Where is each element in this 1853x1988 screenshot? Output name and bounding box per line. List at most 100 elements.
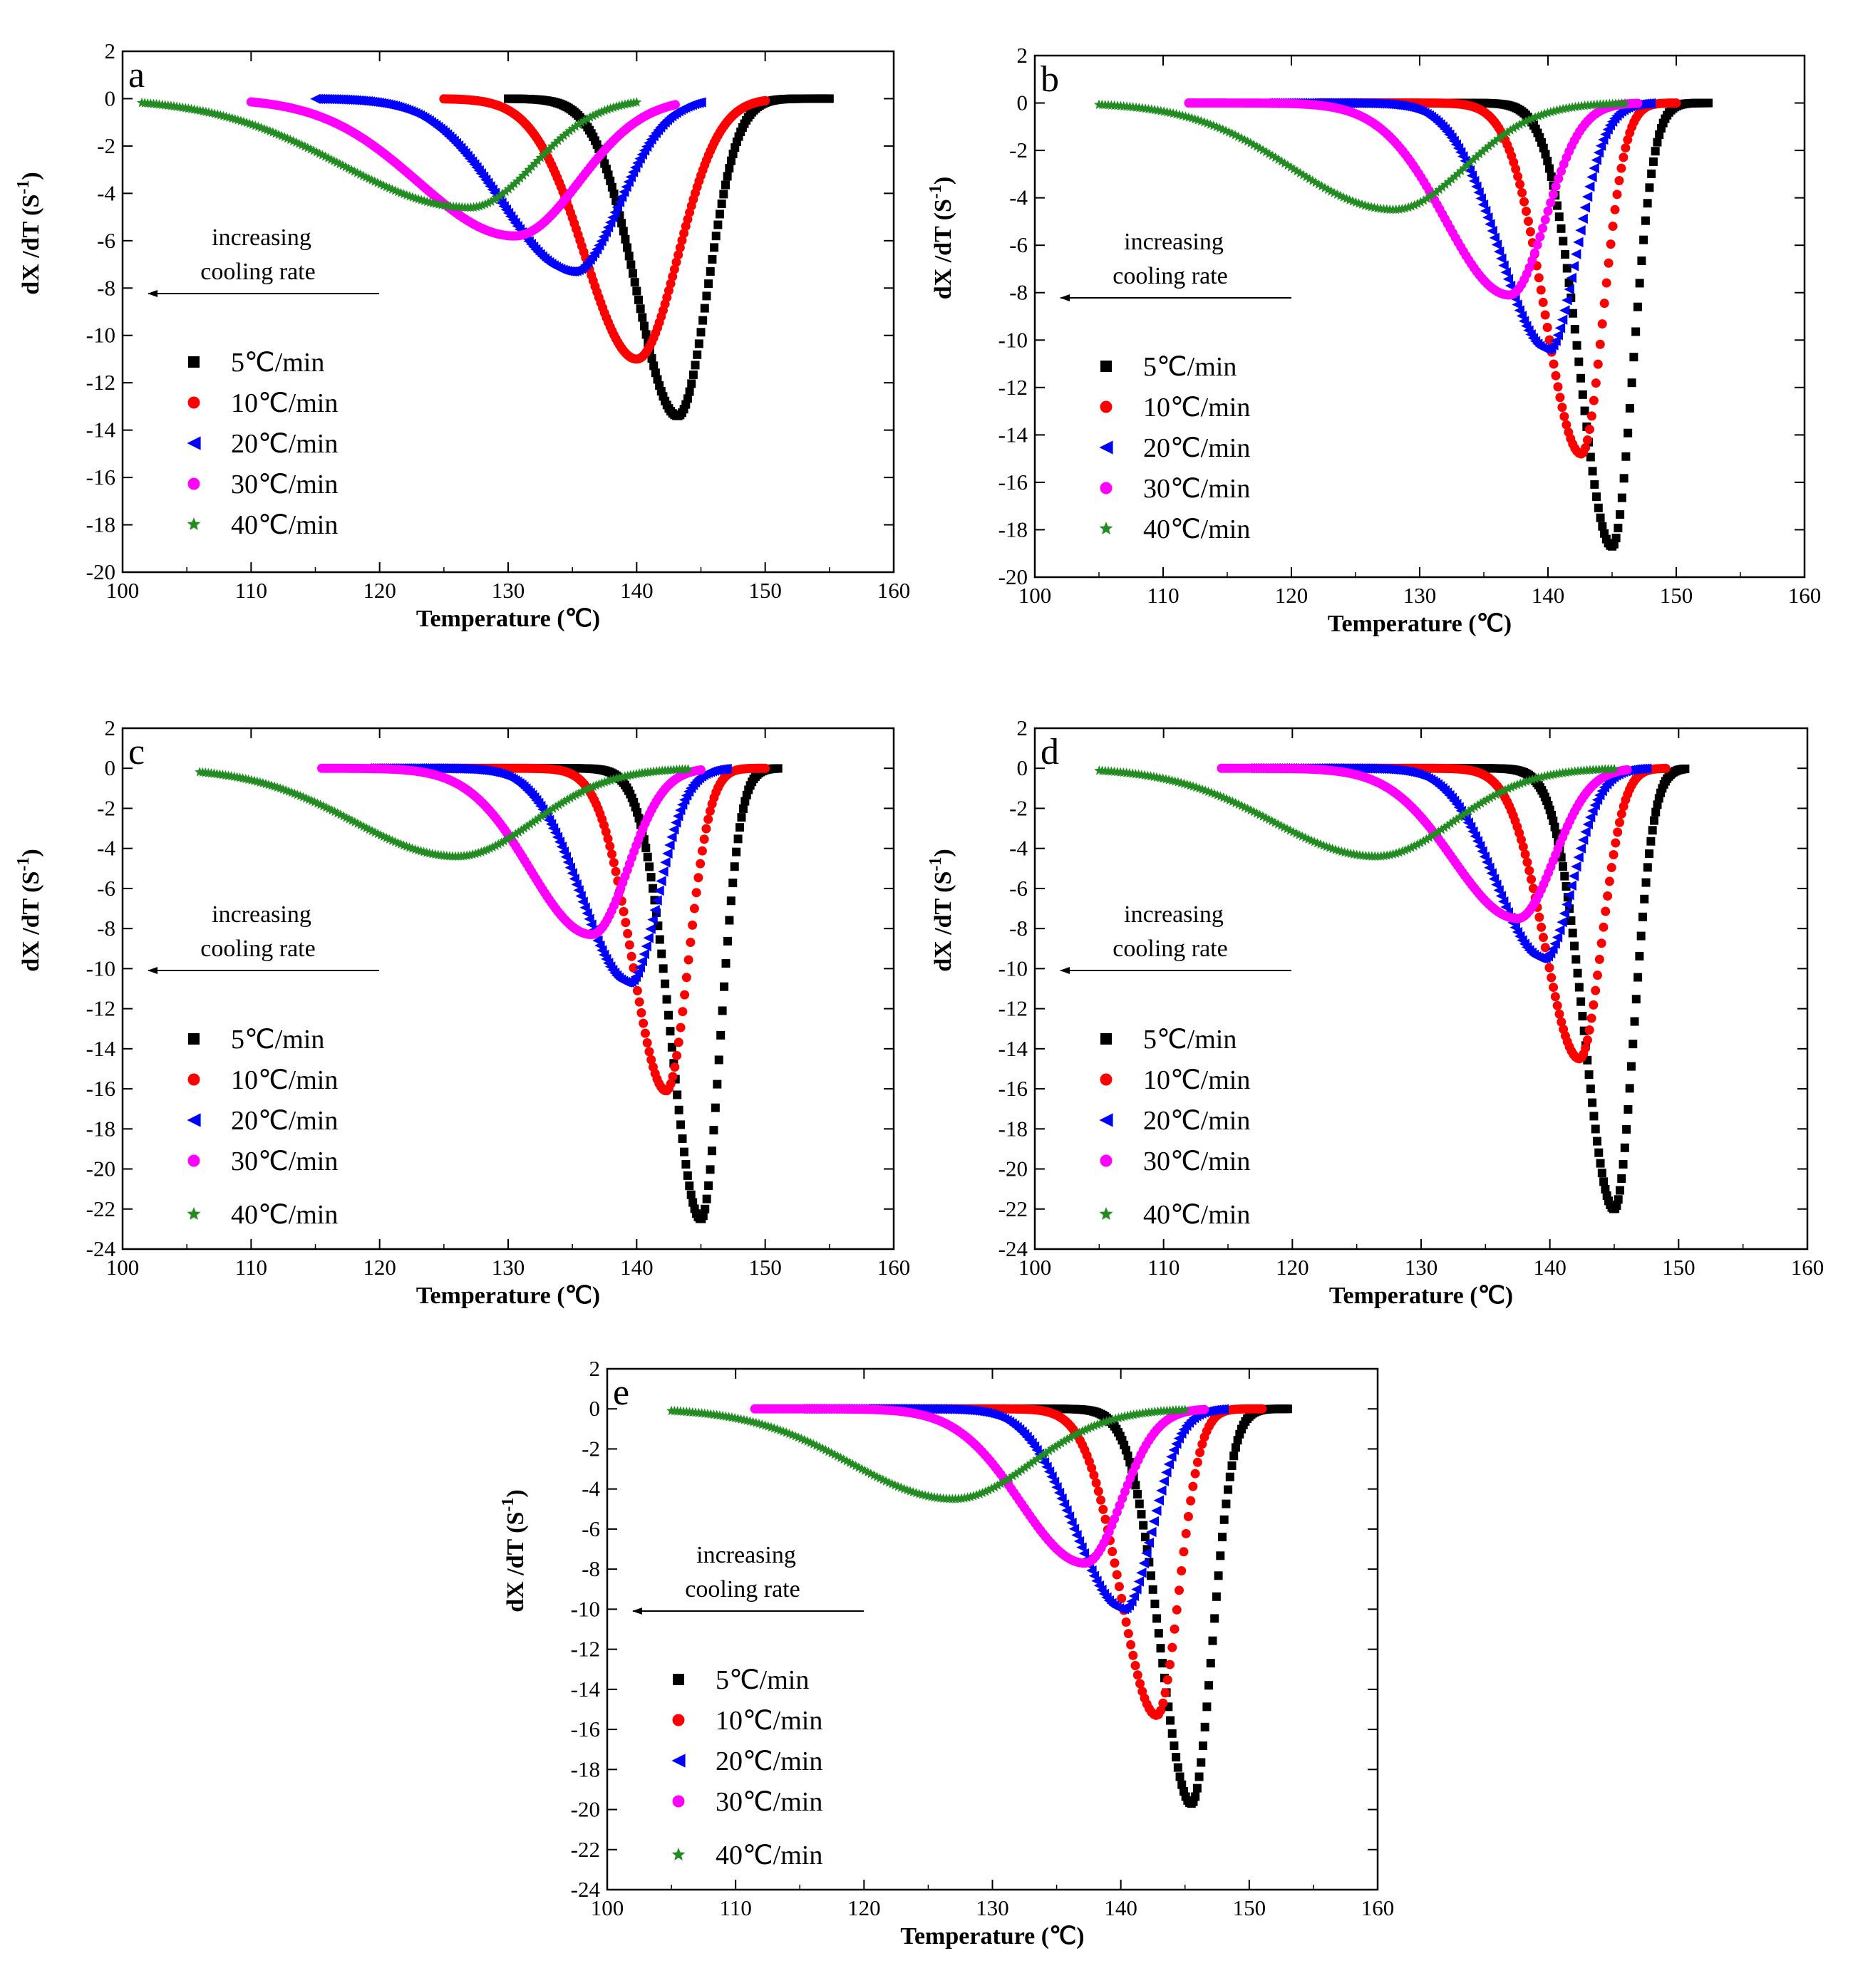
data-point — [1242, 803, 1253, 814]
data-point — [1197, 1439, 1207, 1449]
data-point — [601, 827, 611, 837]
data-point — [654, 885, 664, 896]
data-point — [1264, 814, 1274, 824]
data-point — [1627, 378, 1636, 388]
data-point — [1073, 1536, 1085, 1547]
data-point — [1566, 880, 1576, 891]
data-point — [1554, 174, 1564, 184]
data-point — [1485, 219, 1495, 229]
data-point — [681, 221, 691, 231]
data-point — [1204, 1681, 1214, 1690]
y-tick-label: 0 — [589, 1396, 601, 1421]
data-point — [1224, 1485, 1233, 1494]
data-point — [713, 1080, 722, 1089]
legend-marker — [671, 1848, 686, 1861]
data-point — [1578, 390, 1587, 399]
data-point — [1200, 1722, 1209, 1731]
data-point — [1148, 1585, 1157, 1594]
data-point — [1518, 777, 1529, 787]
legend-marker — [1100, 361, 1112, 372]
data-point — [1114, 1582, 1124, 1592]
data-point — [1427, 830, 1438, 840]
data-point — [1481, 856, 1492, 868]
data-point — [1543, 206, 1553, 216]
data-point — [1117, 1593, 1127, 1603]
data-point — [639, 948, 649, 960]
data-point — [1218, 1404, 1229, 1414]
data-point — [323, 152, 334, 162]
data-point — [304, 794, 314, 804]
y-tick-label: 0 — [1017, 755, 1028, 780]
data-point — [562, 128, 572, 138]
data-point — [565, 792, 576, 803]
data-point — [1491, 879, 1502, 890]
data-point — [547, 140, 557, 151]
data-point — [1645, 98, 1656, 109]
data-point — [1071, 1530, 1082, 1541]
legend-marker — [1100, 1033, 1112, 1045]
data-point — [1552, 105, 1562, 115]
data-point — [1300, 832, 1311, 842]
data-point — [1559, 411, 1569, 421]
data-point — [562, 794, 573, 804]
legend-label: 10℃/min — [1143, 1065, 1250, 1095]
data-point — [884, 1477, 894, 1487]
legend-label: 5℃/min — [231, 348, 324, 378]
data-point — [1126, 1640, 1136, 1650]
data-point — [1525, 227, 1535, 237]
data-point — [591, 109, 602, 119]
data-point — [1554, 212, 1564, 222]
data-point — [1166, 1716, 1175, 1725]
data-point — [1538, 933, 1548, 943]
data-point — [1288, 827, 1299, 837]
data-point — [477, 200, 487, 210]
chart-panel-e: 100 110 120 130 140 150 160 2 0 -2 -4 -6 -8 -10 -12 -14… — [499, 1356, 1394, 1950]
x-tick-label: 160 — [1788, 583, 1822, 608]
data-point — [1151, 1505, 1162, 1516]
data-point — [318, 801, 329, 811]
data-point — [1385, 849, 1395, 859]
data-point — [1512, 780, 1523, 789]
legend-label: 20℃/min — [1143, 433, 1250, 463]
data-point — [1110, 1558, 1120, 1568]
annotation-line-2: cooling rate — [200, 936, 315, 962]
legend-marker — [187, 1113, 201, 1127]
data-point — [1522, 857, 1532, 867]
data-point — [1166, 1451, 1177, 1462]
data-point — [696, 328, 706, 337]
data-point — [1220, 125, 1232, 135]
data-point — [675, 243, 685, 253]
data-point — [673, 250, 683, 260]
data-point — [1236, 133, 1246, 143]
data-point — [984, 1485, 994, 1495]
data-point — [829, 1449, 840, 1459]
data-point — [1125, 1409, 1136, 1420]
data-point — [808, 1439, 819, 1449]
legend-label: 5℃/min — [716, 1665, 809, 1695]
data-point — [850, 1460, 861, 1471]
data-point — [1080, 1424, 1090, 1434]
data-point — [1063, 1511, 1075, 1522]
x-tick-label: 110 — [235, 1255, 267, 1280]
data-point — [998, 1476, 1009, 1486]
data-point — [1162, 1675, 1172, 1685]
data-point — [1230, 797, 1241, 808]
data-point — [1518, 842, 1528, 851]
data-point — [1534, 273, 1544, 283]
data-point — [1645, 183, 1654, 192]
data-point — [716, 1030, 726, 1040]
data-point — [647, 914, 658, 925]
data-point — [373, 828, 383, 839]
data-point — [352, 818, 363, 829]
data-point — [624, 252, 634, 261]
data-point — [825, 94, 834, 103]
data-point — [1651, 147, 1660, 156]
data-point — [738, 804, 748, 813]
data-point — [1601, 278, 1611, 288]
y-tick-label: -2 — [582, 1436, 600, 1461]
data-point — [1413, 198, 1423, 209]
data-point — [702, 291, 711, 301]
data-point — [1388, 849, 1398, 859]
data-point — [1586, 1013, 1596, 1023]
data-point — [1597, 1169, 1606, 1178]
